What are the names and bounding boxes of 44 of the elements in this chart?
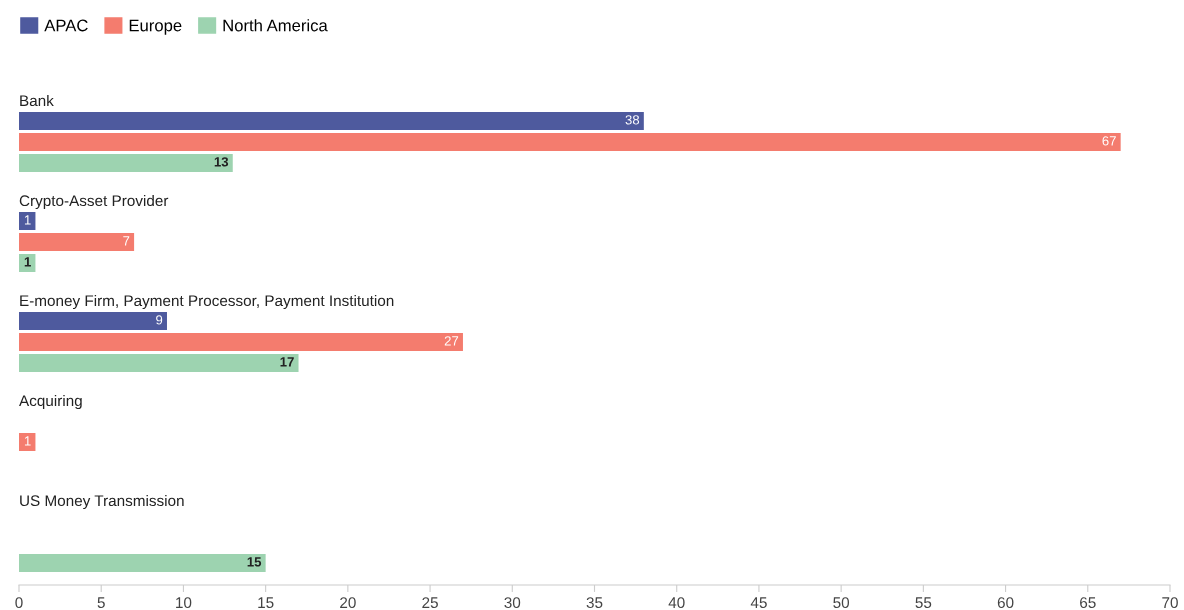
x-tick-label: 70 [1162,597,1178,609]
bar [19,154,233,172]
bar [19,333,463,351]
x-tick-label: 40 [668,597,685,609]
data-label: 67 [1102,136,1116,146]
data-label: 17 [280,357,294,367]
legend-label: North America [223,19,328,32]
x-tick-label: 25 [422,597,438,609]
x-tick-label: 30 [504,597,521,609]
x-tick-label: 65 [1080,597,1096,609]
bar [19,354,299,372]
data-label: 1 [24,257,31,267]
data-label: 15 [247,557,262,567]
x-tick-label: 5 [97,597,105,609]
x-tick-label: 60 [997,597,1014,609]
x-tick-label: 0 [15,597,23,609]
x-tick-label: 20 [340,597,356,609]
y-tick-label: Crypto-Asset Provider [19,194,169,210]
data-label: 7 [123,236,130,246]
y-tick-label: US Money Transmission [20,494,184,510]
data-label: 1 [24,436,31,446]
x-tick-label: 50 [833,597,850,609]
bar [19,212,36,230]
bar [19,312,167,330]
bar [19,433,36,451]
x-tick-label: 15 [258,597,274,609]
x-tick-label: 55 [915,597,932,609]
bar [19,554,266,572]
legend-label: Europe [129,19,182,35]
y-tick-label: E-money Firm, Payment Processor, Payment Institution [20,294,394,310]
data-label: 13 [214,157,229,167]
x-tick-label: 35 [586,597,603,609]
x-tick-label: 10 [176,597,192,609]
legend-label: APAC [44,19,88,32]
data-label: 9 [156,315,163,325]
x-tick-label: 45 [750,597,767,609]
data-label: 1 [24,215,31,225]
bar [19,112,644,130]
bar [19,233,135,251]
data-label: 27 [444,336,459,346]
y-tick-label: Acquiring [19,394,82,410]
y-tick-label: Bank [20,94,54,107]
bar [19,133,1121,151]
data-label: 38 [625,115,640,125]
